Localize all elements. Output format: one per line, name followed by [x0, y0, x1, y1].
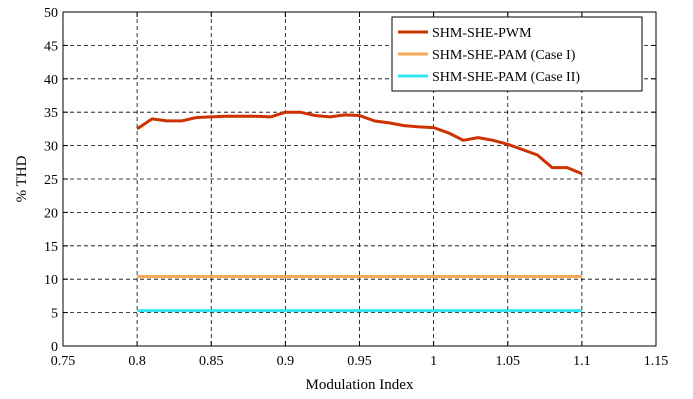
series-line	[136, 110, 583, 176]
x-tick-label: 1.1	[573, 354, 591, 369]
x-axis-title: Modulation Index	[306, 377, 414, 393]
axis-ticks: 0.75 0.8 0.85 0.9 0.95 1 1.05 1.1 1.15 0 5 10 15 20 25…	[44, 6, 668, 369]
y-tick-label: 0	[51, 340, 58, 355]
legend-label: SHM-SHE-PWM	[432, 26, 532, 41]
x-tick-label: 1	[430, 354, 437, 369]
y-axis-title: % THD	[14, 155, 30, 202]
y-tick-label: 40	[44, 73, 58, 88]
y-tick-label: 25	[44, 173, 58, 188]
series-lines	[136, 110, 583, 313]
y-tick-label: 20	[44, 206, 58, 221]
y-tick-label: 45	[44, 39, 58, 54]
y-tick-label: 50	[44, 6, 58, 21]
y-tick-label: 35	[44, 106, 58, 121]
legend-box	[391, 16, 643, 92]
x-tick-label: 1.05	[496, 354, 521, 369]
x-tick-label: 0.9	[277, 354, 295, 369]
y-tick-label: 5	[51, 307, 58, 322]
x-tick-label: 0.85	[199, 354, 224, 369]
x-tick-label: 0.8	[128, 354, 146, 369]
x-tick-label: 1.15	[644, 354, 669, 369]
x-tick-label: 0.95	[347, 354, 372, 369]
legend-label: SHM-SHE-PAM (Case I)	[432, 48, 576, 63]
legend: SHM-SHE-PWM SHM-SHE-PAM (Case I) SHM-SHE-P…	[391, 16, 643, 92]
grid-lines	[63, 12, 656, 346]
y-tick-label: 15	[44, 240, 58, 255]
y-tick-label: 30	[44, 140, 58, 155]
x-tick-label: 0.75	[51, 354, 76, 369]
legend-label: SHM-SHE-PAM (Case II)	[432, 70, 580, 85]
y-tick-label: 10	[44, 273, 58, 288]
